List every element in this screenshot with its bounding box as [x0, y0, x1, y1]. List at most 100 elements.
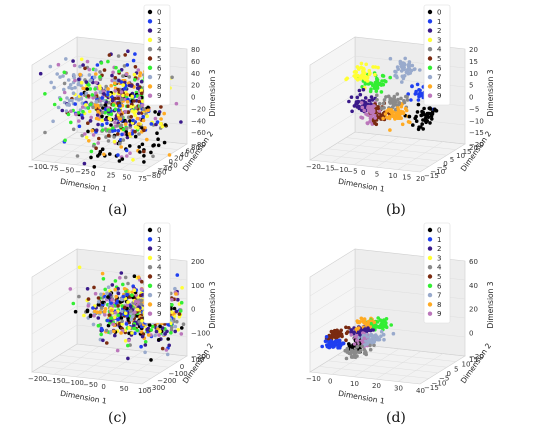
point-class-8	[141, 118, 146, 123]
point-class-2	[173, 329, 177, 334]
point-class-0	[172, 306, 177, 311]
point-class-4	[355, 345, 360, 349]
point-class-9	[118, 276, 122, 280]
point-class-2	[85, 287, 90, 291]
point-class-0	[100, 114, 104, 119]
point-class-6	[374, 89, 379, 93]
point-class-8	[135, 116, 140, 121]
point-class-8	[136, 275, 141, 280]
point-class-9	[92, 313, 96, 318]
point-class-0	[419, 113, 424, 118]
grid-line	[397, 141, 444, 170]
point-class-9	[86, 304, 91, 308]
x-tick-label: −10	[306, 375, 321, 383]
z-tick-label: 0	[469, 94, 473, 102]
point-class-9	[91, 133, 96, 137]
point-class-0	[411, 123, 415, 127]
point-class-3	[180, 286, 184, 290]
point-class-0	[120, 157, 125, 161]
point-class-0	[414, 119, 419, 123]
point-class-4	[382, 106, 386, 110]
x-tick-label: −150	[46, 377, 65, 385]
point-class-7	[413, 67, 417, 71]
point-class-9	[369, 110, 373, 115]
point-class-9	[94, 91, 98, 95]
x-tick-label: 5	[375, 171, 379, 179]
point-class-1	[332, 342, 337, 346]
legend-marker	[147, 311, 153, 316]
point-class-5	[344, 325, 348, 330]
point-class-0	[420, 109, 424, 114]
z-tick-label: 20	[469, 306, 478, 314]
legend-label: 6	[157, 282, 162, 290]
y-tick-label: 20	[469, 144, 478, 152]
grid-line	[67, 137, 179, 150]
legend-label: 5	[157, 55, 161, 63]
point-class-4	[77, 294, 81, 299]
point-class-4	[91, 144, 96, 148]
point-class-4	[123, 275, 128, 280]
point-class-6	[372, 324, 376, 329]
x-tick-label: 20	[372, 382, 381, 390]
point-class-8	[96, 109, 100, 114]
y-tick-label: −15	[424, 384, 439, 392]
point-class-4	[384, 95, 388, 99]
point-class-8	[167, 153, 172, 157]
point-class-5	[122, 305, 127, 310]
legend-marker	[427, 311, 433, 316]
point-class-4	[119, 123, 124, 127]
point-class-4	[362, 347, 367, 352]
point-class-4	[62, 81, 67, 86]
point-class-4	[100, 110, 105, 115]
point-class-4	[353, 355, 358, 360]
point-class-6	[116, 313, 120, 318]
point-class-5	[86, 121, 90, 125]
y-tick-label: −10	[430, 168, 445, 176]
point-class-0	[158, 324, 162, 329]
point-class-9	[62, 90, 67, 95]
point-class-8	[127, 132, 132, 136]
point-class-5	[105, 341, 109, 345]
point-class-7	[84, 91, 89, 96]
point-class-0	[423, 116, 428, 121]
point-class-6	[179, 300, 184, 305]
point-class-7	[399, 69, 404, 73]
z-tick-label: 40	[469, 282, 478, 290]
x-tick-label: −5	[347, 168, 357, 176]
point-class-9	[125, 154, 129, 158]
z-tick-label: 20	[469, 46, 478, 54]
point-class-4	[99, 103, 103, 108]
point-class-8	[125, 100, 130, 104]
point-class-1	[409, 98, 413, 102]
legend-label: 7	[437, 292, 441, 300]
point-class-7	[68, 83, 73, 87]
point-class-0	[96, 302, 101, 307]
point-class-3	[97, 84, 102, 88]
grid-line	[318, 154, 430, 167]
point-class-7	[48, 64, 53, 69]
z-tick-label: −80	[191, 141, 206, 149]
point-class-5	[117, 322, 122, 326]
point-class-8	[393, 117, 397, 121]
point-class-4	[175, 319, 179, 324]
point-class-3	[132, 72, 137, 77]
y-tick-label: −5	[439, 375, 449, 383]
point-class-4	[98, 70, 102, 74]
point-class-3	[132, 111, 137, 115]
point-class-9	[354, 335, 358, 339]
legend-marker	[427, 47, 433, 52]
point-class-9	[103, 313, 107, 317]
z-tick-label: −20	[191, 105, 206, 113]
point-class-5	[86, 94, 91, 98]
legend-marker	[427, 56, 433, 61]
legend-label: 6	[157, 64, 162, 72]
point-class-8	[159, 117, 163, 121]
point-class-8	[361, 319, 366, 324]
scatter-panel-c: −200 −150 −100 −50 0 50 100−300−200−1000100−20…	[28, 222, 217, 406]
x-tick-label: 30	[394, 385, 403, 393]
point-class-1	[133, 331, 137, 336]
y-tick-label: 0	[180, 363, 184, 371]
point-class-7	[65, 96, 69, 100]
point-class-4	[129, 309, 133, 313]
point-class-5	[113, 76, 118, 80]
